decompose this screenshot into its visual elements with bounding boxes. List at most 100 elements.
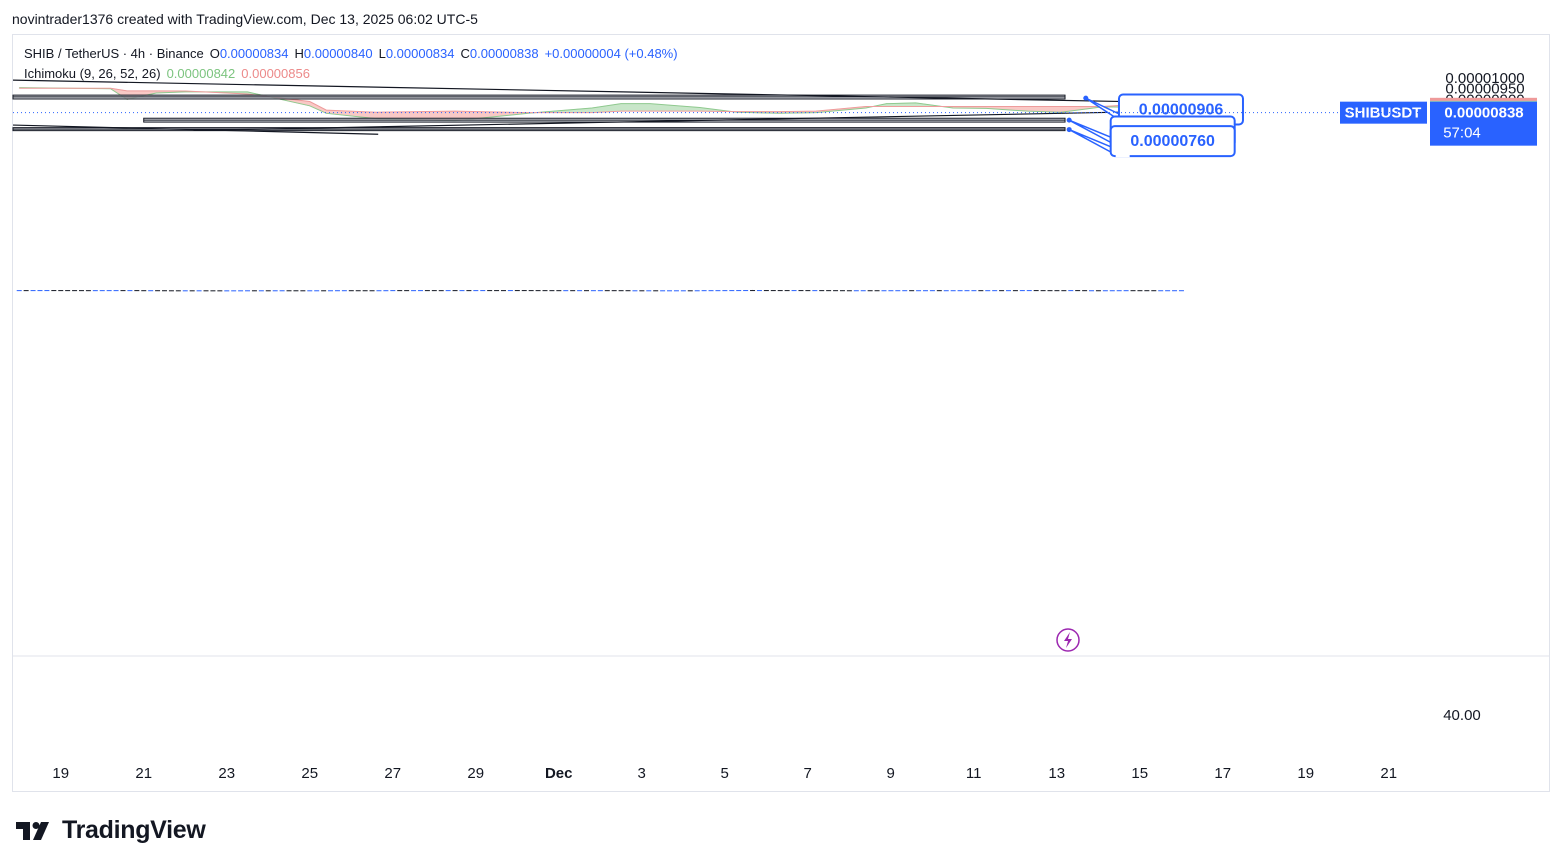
candle-body (231, 290, 237, 292)
candle-body (238, 290, 244, 292)
candle-body (58, 290, 64, 292)
candle-body (251, 290, 257, 292)
candle-body (577, 290, 583, 292)
symbol-title[interactable]: SHIB / TetherUS · 4h · Binance (24, 46, 204, 61)
open-value: 0.00000834 (219, 46, 289, 61)
price-axis[interactable]: 0.000010000.000009500.000009000.00000800… (1340, 70, 1537, 724)
candle-body (99, 290, 105, 292)
last-price-label: 0.00000838 (1444, 105, 1523, 122)
candle-body (770, 290, 776, 292)
candle-body (376, 290, 382, 292)
candle-body (528, 290, 534, 292)
candle-body (853, 290, 859, 292)
chart-caption: novintrader1376 created with TradingView… (12, 11, 478, 27)
candle-body (293, 290, 299, 292)
candle-body (397, 290, 403, 292)
tradingview-logo-icon (16, 821, 49, 840)
candle-body (715, 290, 721, 292)
callout-anchor-dot-1 (1083, 95, 1089, 101)
candle-body (535, 290, 541, 292)
candle-body (570, 290, 576, 292)
candle-body (1075, 290, 1081, 292)
candle-body (798, 290, 804, 292)
candle-body (687, 290, 693, 292)
candle-body (210, 290, 216, 292)
candle-body (950, 290, 956, 292)
candle-body (196, 290, 202, 292)
candle-body (411, 290, 417, 292)
candle-body (494, 290, 500, 292)
candle-body (784, 290, 790, 292)
candle-body (92, 290, 98, 292)
candle-body (328, 290, 334, 292)
change-value: +0.00000004 (+0.48%) (544, 46, 678, 61)
candle-body (999, 290, 1005, 292)
candle-body (736, 290, 742, 292)
indicator-row: Ichimoku (9, 26, 52, 26) 0.00000842 0.00… (24, 64, 678, 84)
candle-body (763, 290, 769, 292)
candle-body (563, 290, 569, 292)
candle-body (667, 290, 673, 292)
candle-body (514, 290, 520, 292)
candle-body (134, 290, 140, 292)
oscillator-level-label: 40.00 (1443, 707, 1481, 724)
candle-body (155, 290, 161, 292)
candle-body (556, 290, 562, 292)
time-tick-label: 13 (1048, 765, 1065, 782)
candle-body (321, 290, 327, 292)
symbol-tag-label: SHIBUSDT (1345, 105, 1422, 122)
candle-body (625, 290, 631, 292)
candle-body (1082, 290, 1088, 292)
candle-body (334, 290, 340, 292)
candle-body (846, 290, 852, 292)
time-tick-label: 3 (638, 765, 646, 782)
candle-body (1006, 290, 1012, 292)
candle-body (445, 290, 451, 292)
candle-body (992, 290, 998, 292)
candle-body (694, 290, 700, 292)
time-tick-label: 21 (135, 765, 152, 782)
candle-body (1102, 290, 1108, 292)
candle-body (936, 290, 942, 292)
callout-anchor-dot-2 (1066, 117, 1072, 123)
callout-join-3 (1115, 153, 1130, 158)
candle-body (978, 290, 984, 292)
candle-body (162, 290, 168, 292)
candle-body (867, 290, 873, 292)
candle-body (113, 290, 119, 292)
candle-body (37, 290, 43, 292)
candle-body (680, 290, 686, 292)
candle-body (1151, 290, 1157, 292)
candle-body (127, 290, 133, 292)
symbol-tag (1340, 101, 1427, 124)
candle-body (542, 290, 548, 292)
candle-body (839, 290, 845, 292)
candle-body (148, 290, 154, 292)
tradingview-logo[interactable]: TradingView (16, 816, 206, 845)
candle-body (777, 290, 783, 292)
candle-body (51, 290, 57, 292)
candle-body (1054, 290, 1060, 292)
candle-body (909, 290, 915, 292)
candle-body (168, 290, 174, 292)
time-tick-label: 7 (804, 765, 812, 782)
indicator-value-span-a: 0.00000842 (166, 66, 236, 81)
candle-body (701, 290, 707, 292)
candle-body (369, 290, 375, 292)
candle-body (673, 290, 679, 292)
candle-body (480, 290, 486, 292)
candle-body (355, 290, 361, 292)
candle-body (438, 290, 444, 292)
candle-body (812, 290, 818, 292)
candle-body (902, 290, 908, 292)
candle-body (957, 290, 963, 292)
candle-body (1033, 290, 1039, 292)
callout-box-3 (1109, 125, 1236, 158)
candle-body (383, 290, 389, 292)
candle-body (964, 290, 970, 292)
time-axis[interactable]: 19 21 23 25 27 29 Dec 3 5 7 9 11 13 15 17 19 21 (52, 765, 1397, 782)
candle-body (943, 290, 949, 292)
candle-body (141, 290, 147, 292)
indicator-title[interactable]: Ichimoku (9, 26, 52, 26) (24, 66, 161, 81)
